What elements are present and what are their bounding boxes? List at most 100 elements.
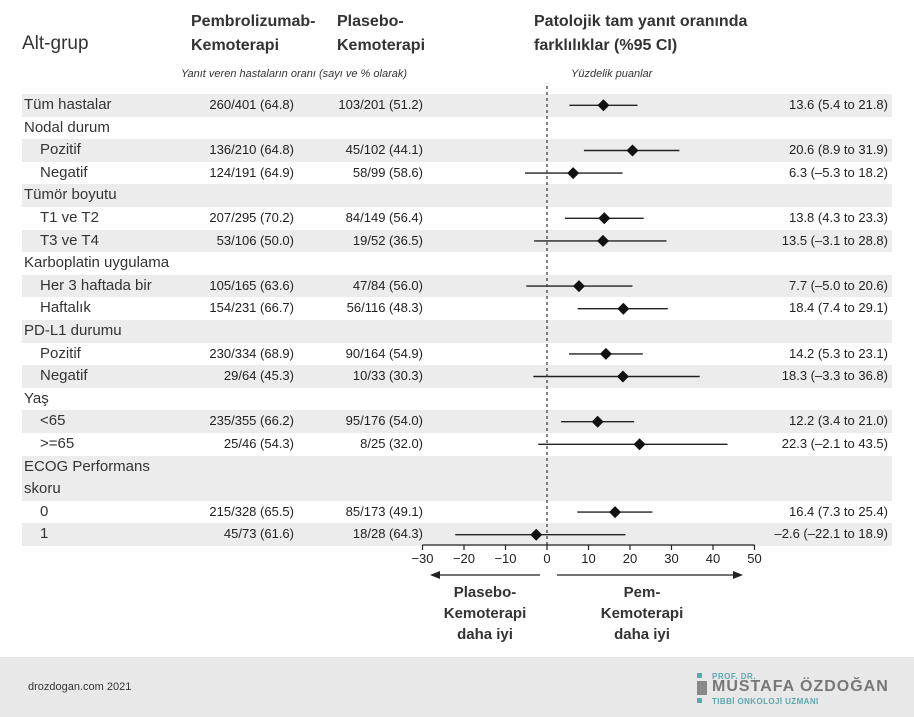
x-tick-label: −20 (453, 551, 475, 566)
subgroup-label: T3 ve T4 (40, 231, 99, 249)
placebo-better-label: Plasebo- Kemoterapi daha iyi (420, 582, 550, 645)
point-estimate (626, 144, 639, 157)
pla-count: 45/102 (44.1) (345, 142, 423, 158)
pem-count: 207/295 (70.2) (209, 210, 294, 225)
pem-count: 53/106 (50.0) (216, 232, 294, 248)
row-band (22, 410, 892, 433)
subgroup-label: 0 (40, 502, 49, 520)
pem-header-line1: Pembrolizumab- (191, 13, 316, 30)
forest-plot: −30 −20 −10 0 10 20 30 40 50 (411, 86, 762, 579)
ci-value: 6.3 (–5.3 to 18.2) (788, 164, 888, 180)
subgroup-category: ECOG Performans (24, 457, 150, 475)
pem-better-line3: daha iyi (614, 626, 670, 643)
responder-subtitle: Yanıt veren hastaların oranı (sayı ve % … (181, 68, 408, 80)
pla-count: 8/25 (32.0) (360, 436, 423, 451)
x-tick-label: 10 (581, 551, 595, 566)
ci-value: 16.4 (7.3 to 25.4) (788, 503, 888, 519)
x-tick-label: 30 (664, 551, 678, 566)
ci-value: 18.4 (7.4 to 29.1) (788, 300, 888, 316)
point-estimate (617, 302, 630, 315)
ci-value: 14.2 (5.3 to 23.1) (788, 345, 888, 361)
subgroup-label: T1 ve T2 (40, 209, 99, 226)
point-estimate (530, 528, 543, 541)
ci-column-header: Patolojik tam yanıt oranında farklılıkla… (534, 10, 747, 58)
subgroup-category: Karboplatin uygulama (24, 254, 170, 272)
pla-count: 47/84 (56.0) (352, 277, 423, 293)
pem-count: 25/46 (54.3) (223, 436, 294, 451)
pem-count: 29/64 (45.3) (223, 368, 294, 384)
row-band (22, 229, 892, 253)
subgroup-label: Her 3 haftada bir (40, 276, 152, 294)
ci-value: 12.2 (3.4 to 21.0) (788, 413, 888, 429)
pem-count: 230/334 (68.9) (209, 345, 294, 361)
placebo-better-line3: daha iyi (457, 626, 513, 643)
logo-tagline: TIBBİ ONKOLOJİ UZMANI (712, 697, 819, 706)
pem-header-line2: Kemoterapi (191, 37, 280, 54)
point-estimate (598, 212, 611, 225)
x-tick-label: 40 (706, 551, 720, 566)
footer-band (0, 657, 914, 717)
pem-count: 105/165 (63.6) (209, 277, 294, 293)
subgroup-category: skoru (24, 480, 61, 498)
subgroup-label: Tüm hastalar (24, 96, 112, 113)
ci-value: 13.5 (–3.1 to 28.8) (781, 232, 888, 248)
pem-count: 136/210 (64.8) (209, 142, 294, 158)
ci-value: 13.6 (5.4 to 21.8) (788, 97, 888, 112)
subgroup-category: Tümör boyutu (24, 186, 117, 204)
subgroup-label: 1 (40, 525, 49, 543)
row-band (22, 320, 892, 343)
point-estimate (616, 370, 629, 383)
pem-better-line2: Kemoterapi (600, 605, 684, 622)
pla-count: 10/33 (30.3) (352, 368, 423, 384)
subgroup-category: Yaş (24, 389, 49, 407)
pla-count: 58/99 (58.6) (352, 164, 423, 180)
ci-value: 13.8 (4.3 to 23.3) (788, 210, 888, 225)
logo-icon (697, 673, 707, 703)
subgroup-label: Pozitif (40, 344, 81, 362)
row-band (22, 365, 892, 388)
ci-value: 22.3 (–2.1 to 43.5) (781, 436, 888, 451)
row-band (22, 478, 892, 501)
subgroup-label: Pozitif (40, 141, 81, 159)
ci-value: 18.3 (–3.3 to 36.8) (781, 368, 888, 384)
direction-arrows (430, 571, 743, 579)
pem-better-label: Pem- Kemoterapi daha iyi (572, 582, 712, 645)
subgroup-label: Negatif (40, 163, 88, 181)
pem-count: 124/191 (64.9) (209, 164, 294, 180)
ci-value: 20.6 (8.9 to 31.9) (788, 142, 888, 158)
subgroup-category: Nodal durum (24, 118, 110, 136)
point-estimate (597, 234, 610, 247)
point-estimate (591, 415, 604, 428)
pla-count: 56/116 (48.3) (346, 300, 423, 316)
subgroup-category: PD-L1 durumu (24, 322, 122, 339)
row-band (22, 94, 892, 117)
point-estimate (567, 167, 580, 180)
subgroup-label: Negatif (40, 367, 88, 385)
x-tick-label: 0 (543, 551, 550, 566)
row-band (22, 274, 892, 298)
placebo-better-line2: Kemoterapi (443, 605, 527, 622)
pem-count: 260/401 (64.8) (209, 97, 294, 112)
x-tick-label: −10 (494, 551, 516, 566)
pem-count: 215/328 (65.5) (209, 503, 294, 519)
pla-count: 103/201 (51.2) (338, 97, 423, 112)
x-tick-label: 50 (747, 551, 761, 566)
point-estimate (633, 438, 646, 451)
pla-count: 95/176 (54.0) (345, 413, 423, 429)
ci-header-line1: Patolojik tam yanıt oranında (534, 13, 748, 30)
pla-count: 90/164 (54.9) (345, 345, 423, 361)
logo-prof: PROF. DR. (712, 672, 757, 681)
right-arrow-head (733, 571, 743, 579)
pem-count: 45/73 (61.6) (223, 526, 294, 542)
placebo-better-line1: Plasebo- (453, 584, 517, 601)
x-tick-label: −30 (411, 551, 433, 566)
placebo-column-header: Plasebo- Kemoterapi (337, 10, 425, 58)
x-tick-label: 20 (623, 551, 637, 566)
pem-count: 235/355 (66.2) (209, 413, 294, 429)
row-band (22, 184, 892, 207)
percentage-points-subtitle: Yüzdelik puanlar (571, 68, 653, 80)
point-estimate (609, 506, 622, 519)
ci-value: 7.7 (–5.0 to 20.6) (788, 277, 888, 293)
row-band (22, 139, 892, 162)
pembrolizumab-column-header: Pembrolizumab- Kemoterapi (191, 10, 315, 58)
